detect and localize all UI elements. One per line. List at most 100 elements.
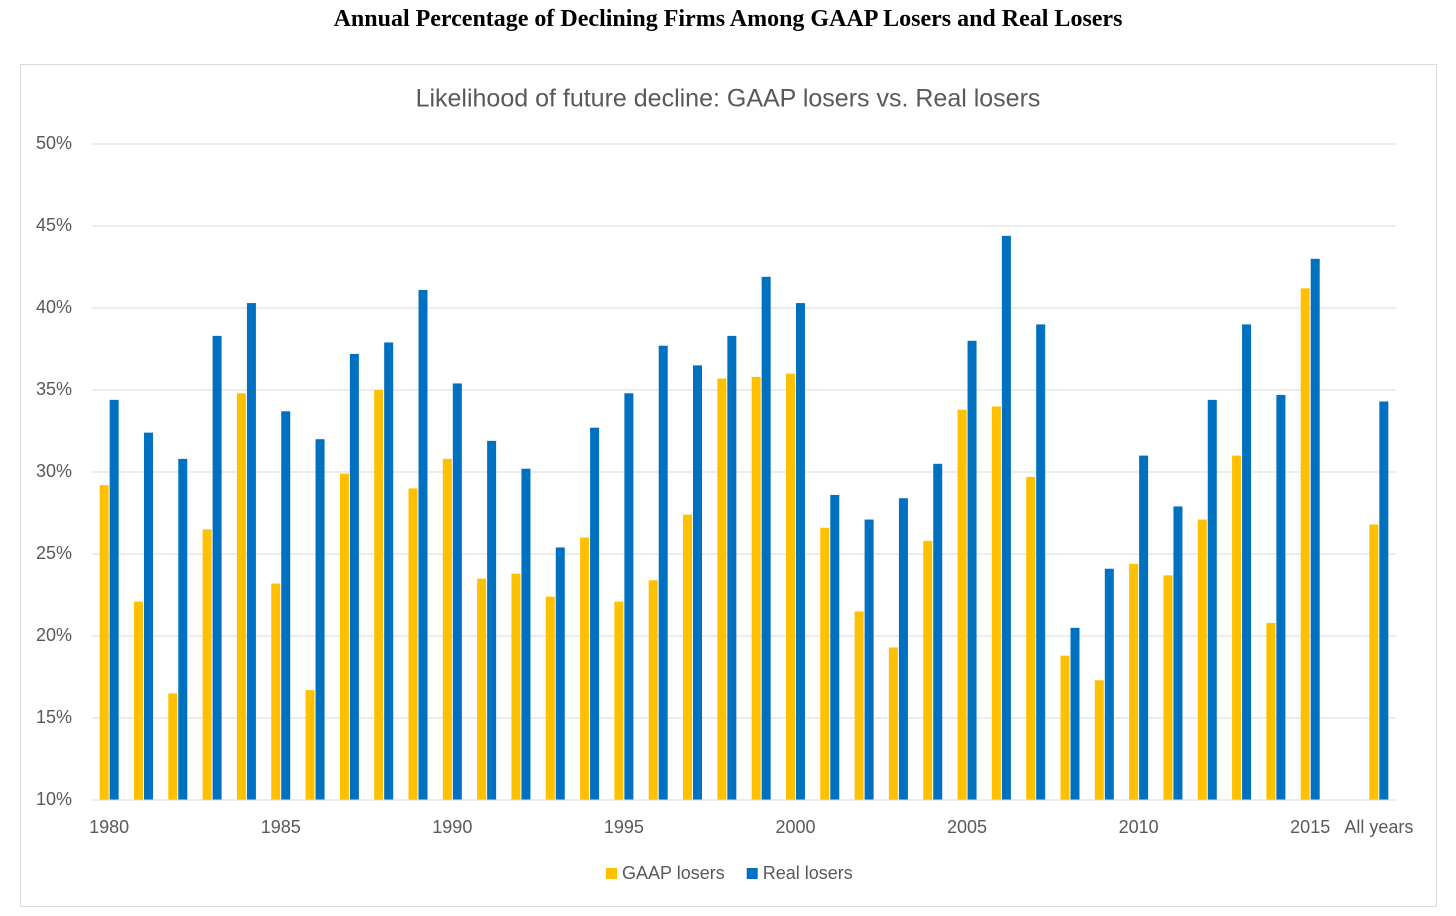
x-tick-label: 1980 xyxy=(89,817,129,837)
bar xyxy=(271,583,281,800)
bar xyxy=(384,342,394,800)
x-tick-label: All years xyxy=(1344,817,1413,837)
bar xyxy=(888,647,898,800)
x-tick-label: 1990 xyxy=(432,817,472,837)
x-tick-label: 1995 xyxy=(604,817,644,837)
y-tick-label: 40% xyxy=(36,297,72,317)
x-tick-label: 2005 xyxy=(947,817,987,837)
bar xyxy=(545,596,555,800)
bar xyxy=(648,580,658,800)
bar xyxy=(683,514,693,800)
bar xyxy=(1300,288,1310,800)
bar xyxy=(1026,476,1036,800)
bar xyxy=(339,473,349,800)
bar xyxy=(614,601,624,800)
bar xyxy=(1310,258,1320,800)
bar xyxy=(624,393,634,800)
bar xyxy=(477,578,487,800)
bar xyxy=(178,458,188,800)
bar xyxy=(1242,324,1252,800)
y-tick-label: 30% xyxy=(36,461,72,481)
bar xyxy=(349,353,359,800)
bar xyxy=(785,373,795,800)
bar xyxy=(957,409,967,800)
figure-heading: Annual Percentage of Declining Firms Amo… xyxy=(333,6,1123,32)
bar xyxy=(820,527,830,800)
bar xyxy=(305,690,315,800)
bar xyxy=(281,411,291,800)
bar xyxy=(761,276,771,801)
legend-swatch xyxy=(746,868,758,879)
bar xyxy=(202,529,212,800)
legend-label: GAAP losers xyxy=(622,863,725,883)
bar xyxy=(933,463,943,800)
bar xyxy=(442,458,452,800)
bar xyxy=(168,693,178,800)
bar xyxy=(143,432,153,800)
y-tick-label: 35% xyxy=(36,379,72,399)
chart-title: Likelihood of future decline: GAAP loser… xyxy=(416,85,1041,113)
bar xyxy=(727,335,737,800)
bar xyxy=(487,440,497,800)
bar xyxy=(751,376,761,800)
bar xyxy=(109,399,119,800)
bar xyxy=(315,439,325,800)
bar xyxy=(717,378,727,800)
bar xyxy=(555,547,565,800)
bar xyxy=(246,303,256,800)
x-tick-label: 2015 xyxy=(1290,817,1330,837)
x-tick-label: 2010 xyxy=(1119,817,1159,837)
bar xyxy=(99,485,109,800)
y-tick-label: 25% xyxy=(36,543,72,563)
legend-label: Real losers xyxy=(763,863,853,883)
bar xyxy=(1266,622,1276,800)
bar xyxy=(521,468,531,800)
bar xyxy=(408,488,418,800)
bar xyxy=(864,519,874,800)
bar xyxy=(1060,655,1070,800)
bar xyxy=(1276,394,1286,800)
x-tick-label: 2000 xyxy=(775,817,815,837)
y-tick-label: 50% xyxy=(36,133,72,153)
bar xyxy=(133,601,143,800)
bar xyxy=(658,345,668,800)
bar xyxy=(1369,524,1379,800)
bar xyxy=(1001,235,1011,801)
bar xyxy=(1070,627,1080,800)
bar xyxy=(1163,575,1173,800)
bar xyxy=(212,335,222,800)
bar xyxy=(830,494,840,800)
bar xyxy=(1197,519,1207,800)
bar xyxy=(418,289,428,800)
x-tick-label: 1985 xyxy=(261,817,301,837)
bar xyxy=(1207,399,1217,800)
bar xyxy=(795,303,805,800)
bar xyxy=(236,393,246,800)
bar xyxy=(1139,455,1149,800)
bar xyxy=(991,406,1001,800)
bar xyxy=(898,498,908,800)
bar xyxy=(923,540,933,800)
bar xyxy=(580,537,590,800)
bar xyxy=(590,427,600,800)
bar xyxy=(511,573,521,800)
bar xyxy=(1379,401,1389,800)
bar xyxy=(1036,324,1046,800)
bar xyxy=(1094,680,1104,800)
bar xyxy=(374,390,384,800)
bar xyxy=(1104,568,1114,800)
y-tick-label: 45% xyxy=(36,215,72,235)
bar xyxy=(854,611,864,800)
bar xyxy=(1173,506,1183,800)
y-tick-label: 20% xyxy=(36,625,72,645)
bar xyxy=(967,340,977,800)
legend-swatch xyxy=(606,868,617,879)
bar xyxy=(1232,455,1242,800)
bar xyxy=(693,365,703,800)
y-tick-label: 10% xyxy=(36,789,72,809)
bar xyxy=(1129,563,1139,800)
bar xyxy=(452,383,462,800)
y-tick-label: 15% xyxy=(36,707,72,727)
